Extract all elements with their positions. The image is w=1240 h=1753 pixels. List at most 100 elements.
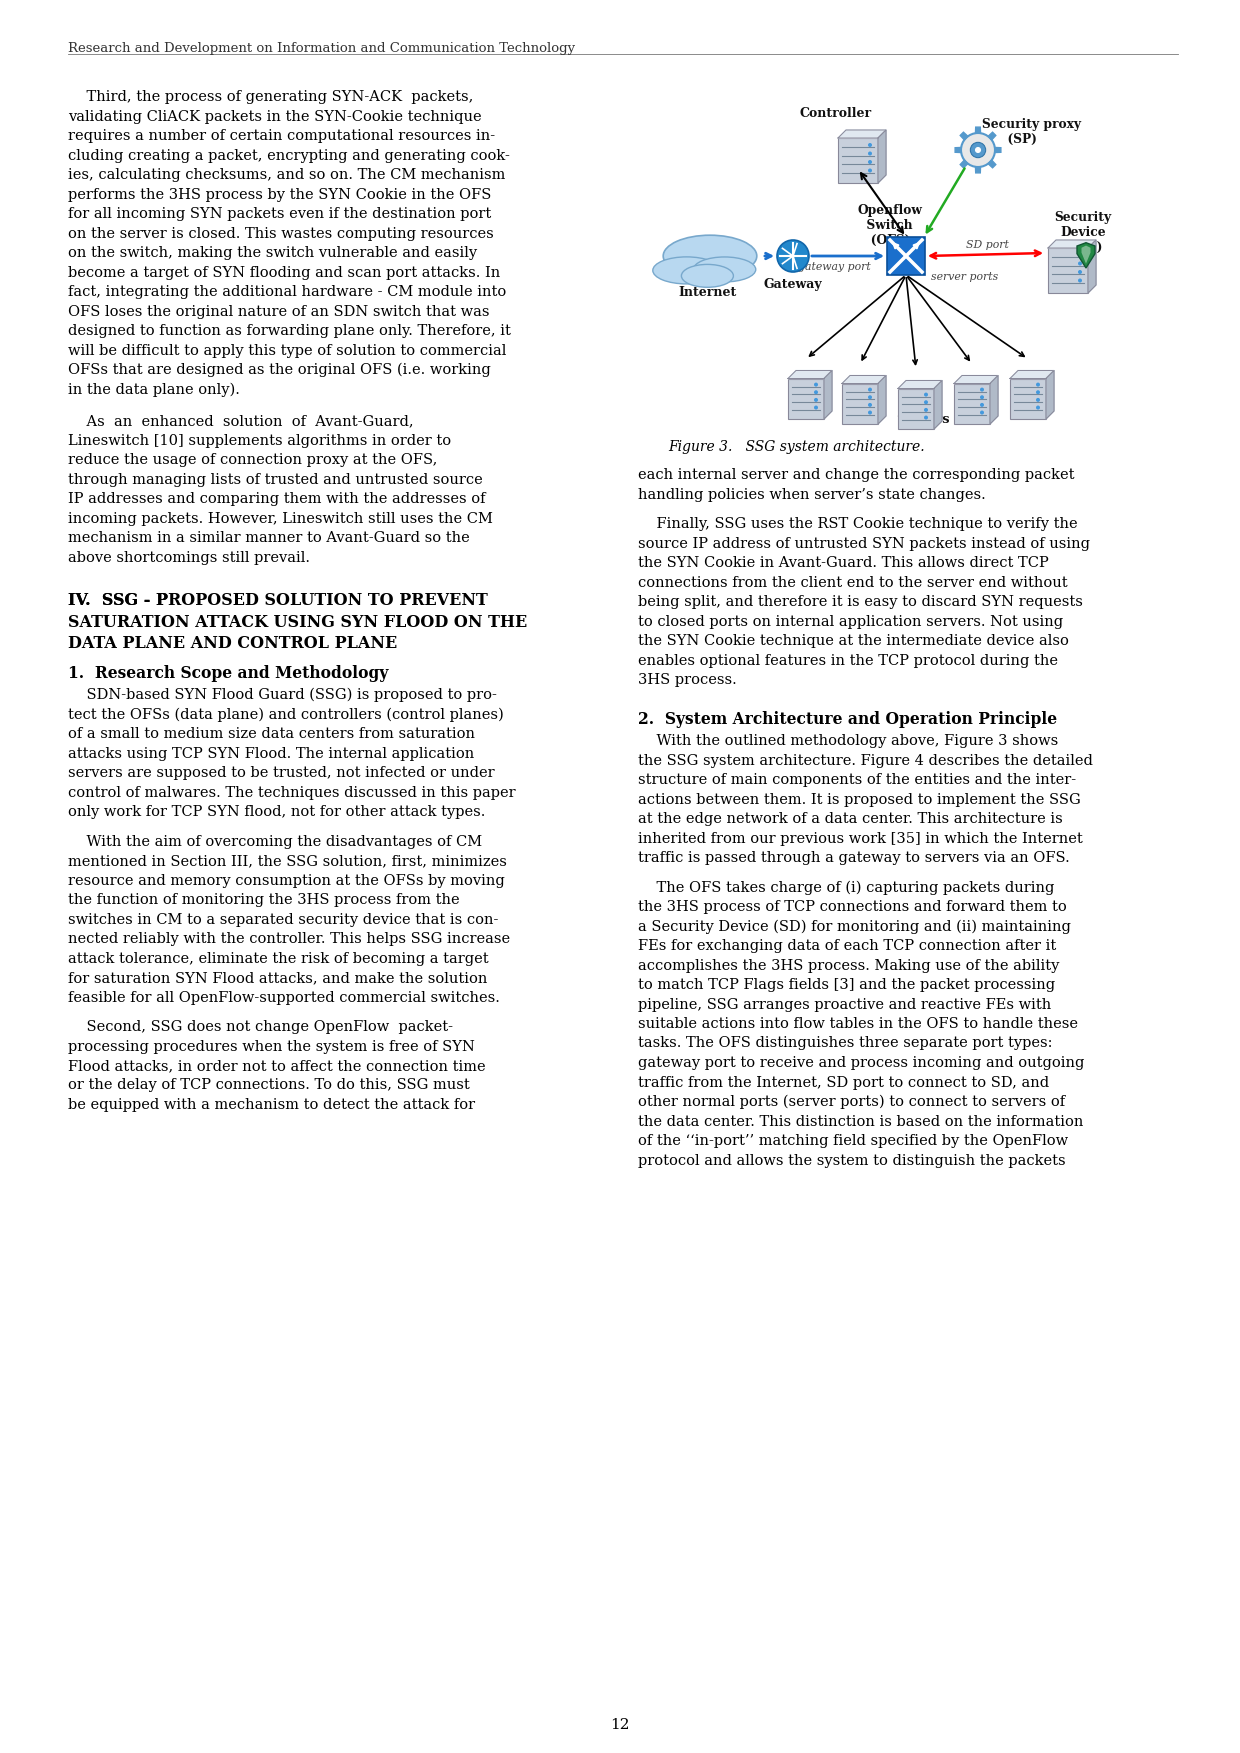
- Text: connections from the client end to the server end without: connections from the client end to the s…: [639, 575, 1068, 589]
- Text: switches in CM to a separated security device that is con-: switches in CM to a separated security d…: [68, 913, 498, 927]
- Text: IV.  SSG - P: IV. SSG - P: [68, 593, 167, 608]
- Text: Flood attacks, in order not to affect the connection time: Flood attacks, in order not to affect th…: [68, 1059, 486, 1073]
- Text: 1.  Research Scope and Methodology: 1. Research Scope and Methodology: [68, 664, 388, 682]
- Polygon shape: [1078, 242, 1095, 268]
- Text: tasks. The OFS distinguishes three separate port types:: tasks. The OFS distinguishes three separ…: [639, 1036, 1053, 1050]
- FancyBboxPatch shape: [898, 389, 934, 429]
- Polygon shape: [825, 370, 832, 419]
- Text: SD port: SD port: [966, 240, 1008, 251]
- Text: designed to function as forwarding plane only. Therefore, it: designed to function as forwarding plane…: [68, 324, 511, 338]
- Text: The OFS takes charge of (i) capturing packets during: The OFS takes charge of (i) capturing pa…: [639, 880, 1054, 894]
- Polygon shape: [955, 147, 961, 153]
- Text: requires a number of certain computational resources in-: requires a number of certain computation…: [68, 130, 495, 144]
- Circle shape: [868, 160, 872, 165]
- Text: resource and memory consumption at the OFSs by moving: resource and memory consumption at the O…: [68, 873, 505, 887]
- Circle shape: [868, 394, 872, 400]
- Circle shape: [1078, 261, 1083, 265]
- Text: through managing lists of trusted and untrusted source: through managing lists of trusted and un…: [68, 473, 482, 487]
- Text: 12: 12: [610, 1718, 630, 1732]
- Text: only work for TCP SYN flood, not for other attack types.: only work for TCP SYN flood, not for oth…: [68, 805, 485, 819]
- Text: become a target of SYN flooding and scan port attacks. In: become a target of SYN flooding and scan…: [68, 265, 500, 279]
- Text: performs the 3HS process by the SYN Cookie in the OFS: performs the 3HS process by the SYN Cook…: [68, 188, 491, 202]
- Circle shape: [975, 147, 981, 153]
- Circle shape: [813, 391, 818, 394]
- Text: FEs for exchanging data of each TCP connection after it: FEs for exchanging data of each TCP conn…: [639, 940, 1056, 954]
- Text: other normal ports (server ports) to connect to servers of: other normal ports (server ports) to con…: [639, 1096, 1065, 1110]
- Text: to match TCP Flags fields [3] and the packet processing: to match TCP Flags fields [3] and the pa…: [639, 978, 1055, 992]
- Text: With the outlined methodology above, Figure 3 shows: With the outlined methodology above, Fig…: [639, 735, 1058, 749]
- Text: attacks using TCP SYN Flood. The internal application: attacks using TCP SYN Flood. The interna…: [68, 747, 474, 761]
- Text: 3HS process.: 3HS process.: [639, 673, 737, 687]
- Polygon shape: [878, 130, 887, 182]
- Text: structure of main components of the entities and the inter-: structure of main components of the enti…: [639, 773, 1076, 787]
- Text: fact, integrating the additional hardware - CM module into: fact, integrating the additional hardwar…: [68, 286, 506, 300]
- Text: OFSs that are designed as the original OFS (i.e. working: OFSs that are designed as the original O…: [68, 363, 491, 377]
- Text: Second, SSG does not change OpenFlow  packet-: Second, SSG does not change OpenFlow pac…: [68, 1020, 453, 1034]
- Circle shape: [924, 408, 928, 412]
- Polygon shape: [990, 375, 998, 424]
- FancyBboxPatch shape: [842, 384, 878, 424]
- Text: Finally, SSG uses the RST Cookie technique to verify the: Finally, SSG uses the RST Cookie techniq…: [639, 517, 1078, 531]
- Text: pipeline, SSG arranges proactive and reactive FEs with: pipeline, SSG arranges proactive and rea…: [639, 997, 1052, 1011]
- Circle shape: [868, 151, 872, 156]
- Circle shape: [980, 394, 985, 400]
- Polygon shape: [838, 130, 887, 138]
- Text: Security
Device
  (SD): Security Device (SD): [1054, 210, 1111, 254]
- Polygon shape: [988, 131, 996, 140]
- Text: With the aim of overcoming the disadvantages of CM: With the aim of overcoming the disadvant…: [68, 834, 482, 848]
- Circle shape: [813, 398, 818, 401]
- Circle shape: [813, 405, 818, 410]
- Text: processing procedures when the system is free of SYN: processing procedures when the system is…: [68, 1040, 475, 1054]
- Text: Openflow
  Switch
   (OFS): Openflow Switch (OFS): [858, 203, 923, 247]
- Text: reduce the usage of connection proxy at the OFS,: reduce the usage of connection proxy at …: [68, 452, 438, 466]
- Text: Third, the process of generating SYN-ACK  packets,: Third, the process of generating SYN-ACK…: [68, 89, 474, 103]
- Text: handling policies when server’s state changes.: handling policies when server’s state ch…: [639, 487, 986, 501]
- FancyBboxPatch shape: [1011, 379, 1047, 419]
- Text: Security proxy
      (SP): Security proxy (SP): [982, 117, 1081, 145]
- Text: each internal server and change the corresponding packet: each internal server and change the corr…: [639, 468, 1075, 482]
- Polygon shape: [1011, 370, 1054, 379]
- Ellipse shape: [652, 258, 720, 284]
- Text: traffic is passed through a gateway to servers via an OFS.: traffic is passed through a gateway to s…: [639, 850, 1070, 864]
- Polygon shape: [1048, 240, 1096, 247]
- Text: ies, calculating checksums, and so on. The CM mechanism: ies, calculating checksums, and so on. T…: [68, 168, 506, 182]
- Circle shape: [1035, 405, 1040, 410]
- Polygon shape: [994, 147, 1001, 153]
- Text: cluding creating a packet, encrypting and generating cook-: cluding creating a packet, encrypting an…: [68, 149, 510, 163]
- FancyBboxPatch shape: [1048, 247, 1087, 293]
- Circle shape: [868, 410, 872, 414]
- Text: DATA PLANE AND CONTROL PLANE: DATA PLANE AND CONTROL PLANE: [68, 635, 397, 652]
- Text: at the edge network of a data center. This architecture is: at the edge network of a data center. Th…: [639, 812, 1063, 826]
- Circle shape: [924, 415, 928, 419]
- Circle shape: [813, 382, 818, 387]
- Text: feasible for all OpenFlow-supported commercial switches.: feasible for all OpenFlow-supported comm…: [68, 990, 500, 1004]
- FancyBboxPatch shape: [887, 237, 925, 275]
- Circle shape: [1035, 391, 1040, 394]
- Text: Figure 3.   SSG system architecture.: Figure 3. SSG system architecture.: [668, 440, 925, 454]
- FancyBboxPatch shape: [838, 138, 878, 182]
- Text: incoming packets. However, Lineswitch still uses the CM: incoming packets. However, Lineswitch st…: [68, 512, 492, 526]
- Text: traffic from the Internet, SD port to connect to SD, and: traffic from the Internet, SD port to co…: [639, 1076, 1049, 1090]
- Text: mentioned in Section III, the SSG solution, first, minimizes: mentioned in Section III, the SSG soluti…: [68, 854, 507, 868]
- Polygon shape: [960, 160, 968, 168]
- Circle shape: [777, 240, 808, 272]
- Text: source IP address of untrusted SYN packets instead of using: source IP address of untrusted SYN packe…: [639, 536, 1090, 550]
- Text: OFS loses the original nature of an SDN switch that was: OFS loses the original nature of an SDN …: [68, 305, 490, 319]
- Circle shape: [924, 393, 928, 396]
- Circle shape: [868, 144, 872, 147]
- Circle shape: [868, 403, 872, 407]
- Circle shape: [971, 142, 986, 158]
- Text: IP addresses and comparing them with the addresses of: IP addresses and comparing them with the…: [68, 493, 486, 507]
- Polygon shape: [1087, 240, 1096, 293]
- Circle shape: [868, 387, 872, 391]
- Ellipse shape: [693, 258, 755, 282]
- Circle shape: [980, 387, 985, 391]
- Polygon shape: [878, 375, 887, 424]
- Text: SATURATION ATTACK USING SYN FLOOD ON THE: SATURATION ATTACK USING SYN FLOOD ON THE: [68, 614, 527, 631]
- Text: server ports: server ports: [931, 272, 998, 282]
- FancyBboxPatch shape: [954, 384, 990, 424]
- Circle shape: [980, 410, 985, 414]
- Ellipse shape: [663, 235, 756, 277]
- Text: be equipped with a mechanism to detect the attack for: be equipped with a mechanism to detect t…: [68, 1097, 475, 1111]
- Polygon shape: [976, 128, 981, 133]
